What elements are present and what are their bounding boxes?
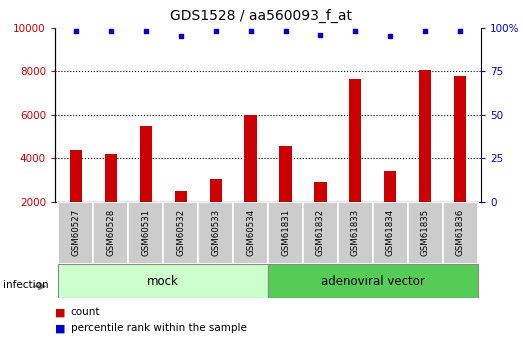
Text: GSM60531: GSM60531 (141, 209, 150, 256)
Point (246, 28, 255, 34)
Point (316, 32, 325, 37)
Text: infection: infection (3, 280, 48, 289)
Bar (349, 79, 361, 245)
Bar (279, 146, 292, 245)
Bar (59, 202, 93, 264)
Point (142, 28, 150, 34)
Text: GSM61831: GSM61831 (281, 209, 290, 256)
Bar (373, 202, 408, 264)
Text: ■: ■ (55, 307, 65, 317)
Text: GSM61832: GSM61832 (316, 209, 325, 256)
Bar (419, 70, 431, 245)
Text: ■: ■ (55, 324, 65, 333)
Point (107, 28, 115, 34)
Text: GSM60533: GSM60533 (211, 209, 220, 256)
Bar (268, 202, 303, 264)
Text: GSM61835: GSM61835 (421, 209, 430, 256)
Bar (268, 264, 477, 298)
Text: GSM60527: GSM60527 (71, 209, 81, 256)
Text: GSM60528: GSM60528 (106, 209, 115, 256)
Point (281, 28, 290, 34)
Bar (128, 202, 163, 264)
Text: GSM61836: GSM61836 (456, 209, 465, 256)
Text: percentile rank within the sample: percentile rank within the sample (71, 324, 246, 333)
Bar (384, 171, 396, 245)
Bar (244, 115, 257, 245)
Text: adenoviral vector: adenoviral vector (321, 275, 425, 288)
Text: GSM60532: GSM60532 (176, 209, 185, 256)
Text: count: count (71, 307, 100, 317)
Point (176, 33, 185, 39)
Point (421, 28, 429, 34)
Bar (233, 202, 268, 264)
Point (211, 28, 220, 34)
Bar (314, 182, 326, 245)
Bar (198, 202, 233, 264)
Text: GSM61834: GSM61834 (386, 209, 395, 256)
Point (456, 28, 464, 34)
Bar (408, 202, 443, 264)
Bar (59, 264, 268, 298)
Bar (105, 154, 117, 245)
Point (72, 28, 80, 34)
Bar (303, 202, 338, 264)
Bar (140, 126, 152, 245)
Point (351, 28, 360, 34)
Bar (175, 191, 187, 245)
Bar (210, 179, 222, 245)
Bar (338, 202, 373, 264)
Bar (70, 150, 82, 245)
Text: mock: mock (147, 275, 179, 288)
Text: GSM60534: GSM60534 (246, 209, 255, 256)
Point (386, 33, 394, 39)
Bar (443, 202, 477, 264)
Bar (93, 202, 128, 264)
Bar (454, 76, 467, 245)
Bar (163, 202, 198, 264)
Text: GSM61833: GSM61833 (351, 209, 360, 256)
Text: GDS1528 / aa560093_f_at: GDS1528 / aa560093_f_at (170, 9, 353, 23)
